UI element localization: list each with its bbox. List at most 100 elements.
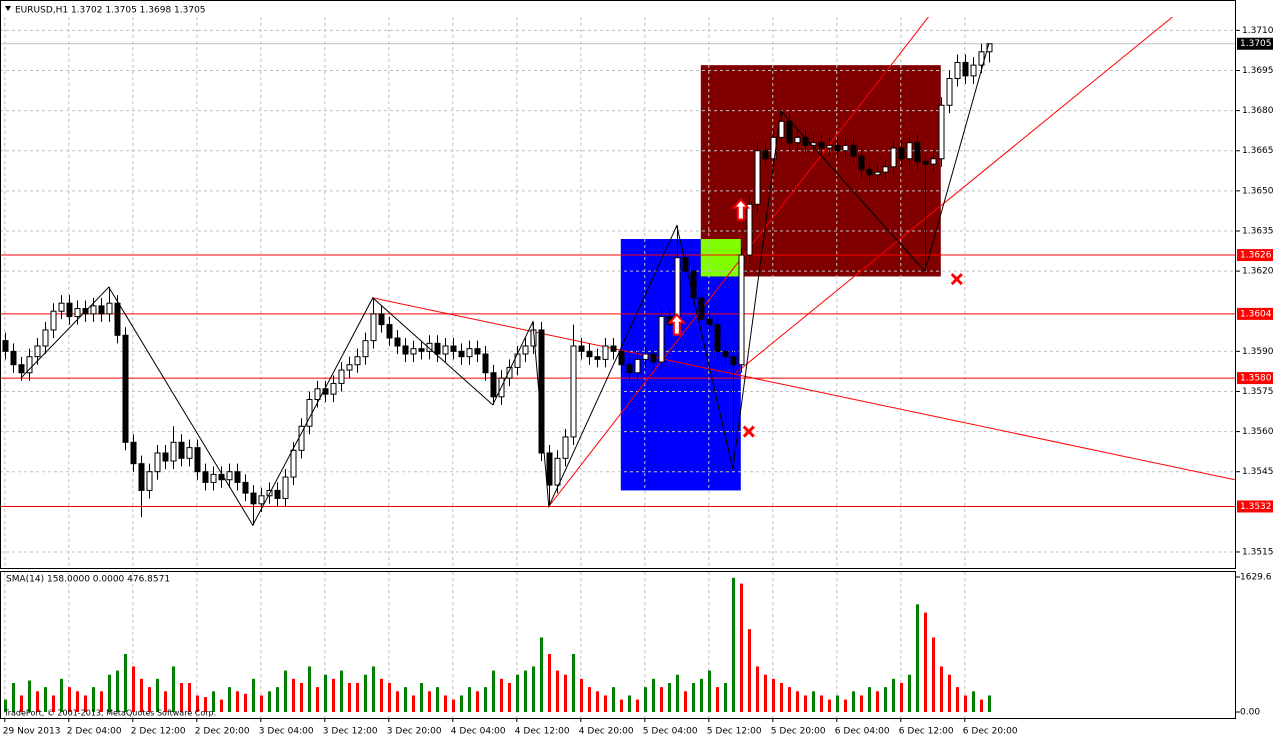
volume-bar xyxy=(4,699,7,712)
candle-body xyxy=(578,345,585,352)
price-line-tag xyxy=(1237,307,1273,320)
candle-body xyxy=(890,147,897,168)
candle-body xyxy=(98,305,105,315)
candle-body xyxy=(34,345,41,358)
candle-body xyxy=(690,270,697,299)
candle-body xyxy=(186,447,193,459)
cross-mark xyxy=(742,425,755,438)
candle-body xyxy=(370,313,377,342)
candle-body xyxy=(946,78,953,106)
volume-bar xyxy=(468,687,471,712)
volume-bar xyxy=(444,695,447,712)
y-tick-label: 1.3695 xyxy=(1242,66,1274,76)
volume-bar xyxy=(404,687,407,712)
y-tick-label: 1.3620 xyxy=(1242,267,1274,277)
volume-bar xyxy=(492,670,495,712)
y-tick-label: 1.3575 xyxy=(1242,387,1274,397)
candle-body xyxy=(866,168,873,176)
candle-body xyxy=(618,350,625,366)
candle-body xyxy=(746,203,753,256)
y-tick-label: 1.3590 xyxy=(1242,347,1274,357)
candle-body xyxy=(418,348,425,352)
candle-body xyxy=(402,345,409,355)
candle-body xyxy=(50,310,57,331)
x-tick-label: 4 Dec 20:00 xyxy=(579,727,634,737)
candle-body xyxy=(290,449,297,478)
candle-body xyxy=(314,388,321,400)
candle-body xyxy=(170,441,177,462)
price-line-tag xyxy=(1237,500,1273,513)
volume-bar xyxy=(412,695,415,712)
candle-body xyxy=(178,441,185,459)
volume-bar xyxy=(364,674,367,712)
candle-body xyxy=(858,155,865,170)
volume-bar xyxy=(516,674,519,712)
candle-body xyxy=(978,51,985,66)
volume-bar xyxy=(92,687,95,712)
candle-body xyxy=(442,345,449,355)
candle-body xyxy=(762,150,769,160)
volume-bar xyxy=(956,687,959,712)
volume-bar xyxy=(748,629,751,712)
volume-bar xyxy=(268,691,271,712)
volume-bar xyxy=(908,674,911,712)
candle-body xyxy=(258,495,265,505)
candle-body xyxy=(514,353,521,368)
candle-body xyxy=(714,324,721,352)
volume-bar xyxy=(668,683,671,712)
candle-body xyxy=(338,369,345,384)
candle-body xyxy=(986,43,993,53)
candle-body xyxy=(970,64,977,77)
volume-bar xyxy=(972,691,975,712)
candle-body xyxy=(226,471,233,481)
candle-body xyxy=(234,471,241,483)
volume-bar xyxy=(572,654,575,712)
candle-body xyxy=(626,364,633,374)
x-tick-label: 4 Dec 04:00 xyxy=(451,727,506,737)
volume-bar xyxy=(252,678,255,712)
y-tick-label: 1629.6 xyxy=(1240,573,1272,583)
price-plot xyxy=(0,17,1236,568)
volume-bar xyxy=(308,666,311,712)
candle-body xyxy=(778,120,785,138)
x-tick-label: 3 Dec 12:00 xyxy=(323,727,378,737)
volume-bar xyxy=(372,666,375,712)
volume-bar xyxy=(828,699,831,712)
volume-bar xyxy=(68,687,71,712)
volume-bar xyxy=(628,695,631,712)
candle-body xyxy=(242,481,249,494)
volume-bar xyxy=(964,695,967,712)
volume-bar xyxy=(932,637,935,712)
volume-bar xyxy=(796,691,799,712)
volume-bar xyxy=(324,674,327,712)
volume-bar xyxy=(884,687,887,712)
volume-bar xyxy=(564,674,567,712)
volume-bar xyxy=(644,687,647,712)
y-tick-label: 0.00 xyxy=(1240,708,1260,718)
volume-bar xyxy=(740,583,743,712)
volume-bar xyxy=(916,604,919,712)
copyright: TradePort, © 2001-2013, MetaQuotes Softw… xyxy=(3,709,216,718)
volume-bar xyxy=(604,695,607,712)
volume-bar xyxy=(60,678,63,712)
candle-body xyxy=(58,302,65,312)
volume-bar xyxy=(108,674,111,712)
volume-bar xyxy=(756,666,759,712)
candle-body xyxy=(66,302,73,318)
candle-body xyxy=(594,356,601,360)
volume-bar xyxy=(860,695,863,712)
candle-body xyxy=(386,324,393,339)
y-tick-label: 1.3545 xyxy=(1242,467,1274,477)
volume-bar xyxy=(84,695,87,712)
volume-bar xyxy=(716,687,719,712)
volume-bar xyxy=(484,687,487,712)
volume-bar xyxy=(356,683,359,712)
candle-body xyxy=(794,136,801,144)
y-tick-label: 1.3560 xyxy=(1242,427,1274,437)
volume-bar xyxy=(236,691,239,712)
candle-body xyxy=(378,313,385,326)
volume-bar xyxy=(220,699,223,712)
candle-body xyxy=(194,447,201,473)
candle-body xyxy=(642,353,649,360)
candle-body xyxy=(698,297,705,320)
